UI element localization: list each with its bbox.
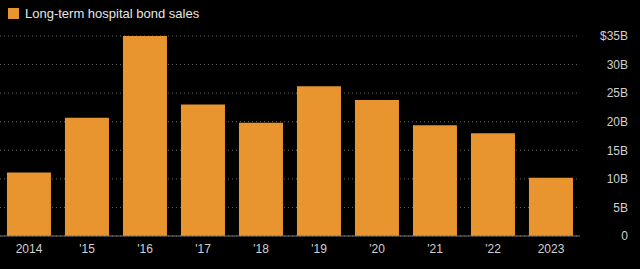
svg-text:'15: '15: [79, 242, 95, 256]
html-text:Long-term hospital bond sales: Long-term hospital bond sales: [25, 6, 200, 21]
svg-text:'17: '17: [195, 242, 211, 256]
svg-text:'16: '16: [137, 242, 153, 256]
svg-text:'20: '20: [369, 242, 385, 256]
svg-text:2014: 2014: [16, 242, 43, 256]
svg-text:5B: 5B: [613, 201, 628, 215]
svg-text:2023: 2023: [538, 242, 565, 256]
svg-text:15B: 15B: [607, 144, 628, 158]
svg-text:25B: 25B: [607, 86, 628, 100]
svg-text:20B: 20B: [607, 115, 628, 129]
svg-text:10B: 10B: [607, 172, 628, 186]
svg-text:'18: '18: [253, 242, 269, 256]
svg-text:30B: 30B: [607, 58, 628, 72]
svg-text:'22: '22: [485, 242, 501, 256]
svg-text:$35B: $35B: [600, 29, 628, 43]
svg-text:'19: '19: [311, 242, 327, 256]
svg-text:'21: '21: [427, 242, 443, 256]
svg-text:0: 0: [621, 229, 628, 243]
